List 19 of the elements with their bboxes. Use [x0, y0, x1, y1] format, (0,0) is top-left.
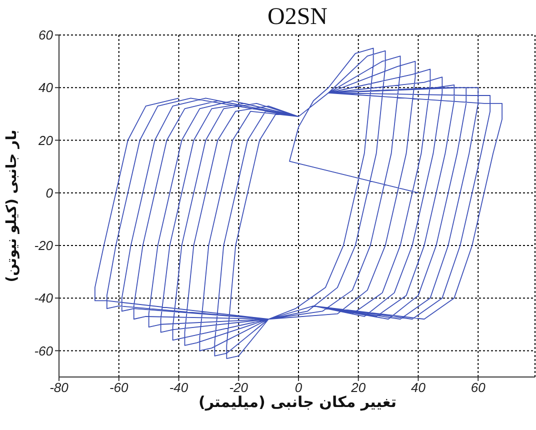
- y-tick-label: 40: [38, 80, 54, 96]
- x-tick-label: 20: [350, 380, 366, 396]
- y-tick-label: 60: [38, 28, 54, 43]
- y-axis-title: بار جانبی (کیلو نیوتن): [4, 130, 20, 282]
- y-tick-label: -20: [34, 238, 54, 254]
- x-tick-label: 0: [294, 380, 303, 396]
- chart-title: O2SN: [266, 4, 328, 31]
- x-tick-label: -40: [169, 380, 189, 396]
- x-tick-label: -80: [50, 380, 70, 396]
- y-tick-label: -60: [34, 343, 54, 358]
- x-tick-label: -20: [229, 380, 249, 396]
- x-tick-label: 40: [411, 380, 426, 396]
- y-tick-label: 0: [46, 185, 54, 200]
- line-series: [94, 48, 503, 360]
- x-axis-title: تغییر مکان جانبی (میلیمتر): [198, 393, 397, 411]
- x-tick-label: -60: [109, 380, 130, 396]
- x-tick-label: 60: [470, 380, 486, 396]
- y-tick-label: 20: [38, 132, 54, 148]
- y-tick-label: -40: [34, 290, 54, 306]
